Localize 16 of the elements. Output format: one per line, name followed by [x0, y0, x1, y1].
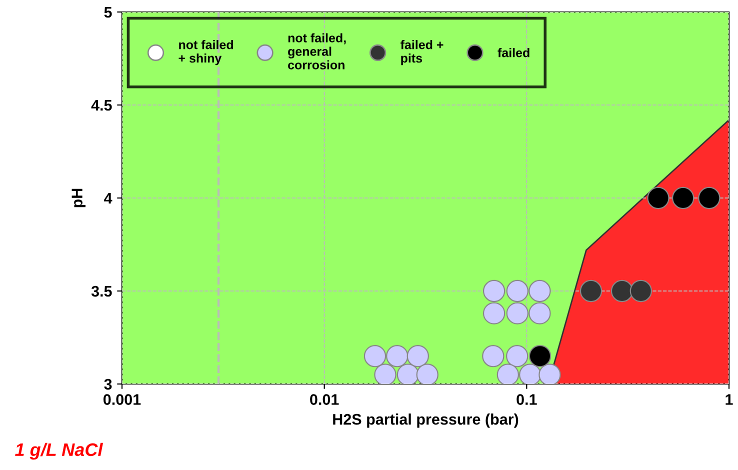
- y-tick-label: 3: [104, 378, 112, 390]
- text: 1 g/L NaCl: [15, 442, 104, 460]
- y-axis-title: pH: [72, 188, 86, 208]
- y-tick-label: 5: [104, 7, 112, 18]
- legend-label: failed: [498, 48, 530, 58]
- x-axis-title: H2S partial pressure (bar): [333, 414, 518, 428]
- y-tick-label: 4.5: [91, 100, 112, 111]
- x-tick-label: 0.01: [310, 394, 339, 405]
- legend-label: not failed, general corrosion: [288, 33, 346, 70]
- x-tick-label: 0.1: [516, 394, 537, 405]
- legend-label: not failed + shiny: [178, 40, 233, 66]
- x-tick-label: 0.001: [103, 394, 141, 405]
- y-tick-label: 4: [104, 193, 112, 204]
- legend-label: failed + pits: [400, 40, 444, 66]
- x-tick-label: 1: [726, 394, 733, 405]
- y-tick-label: 3.5: [91, 286, 112, 297]
